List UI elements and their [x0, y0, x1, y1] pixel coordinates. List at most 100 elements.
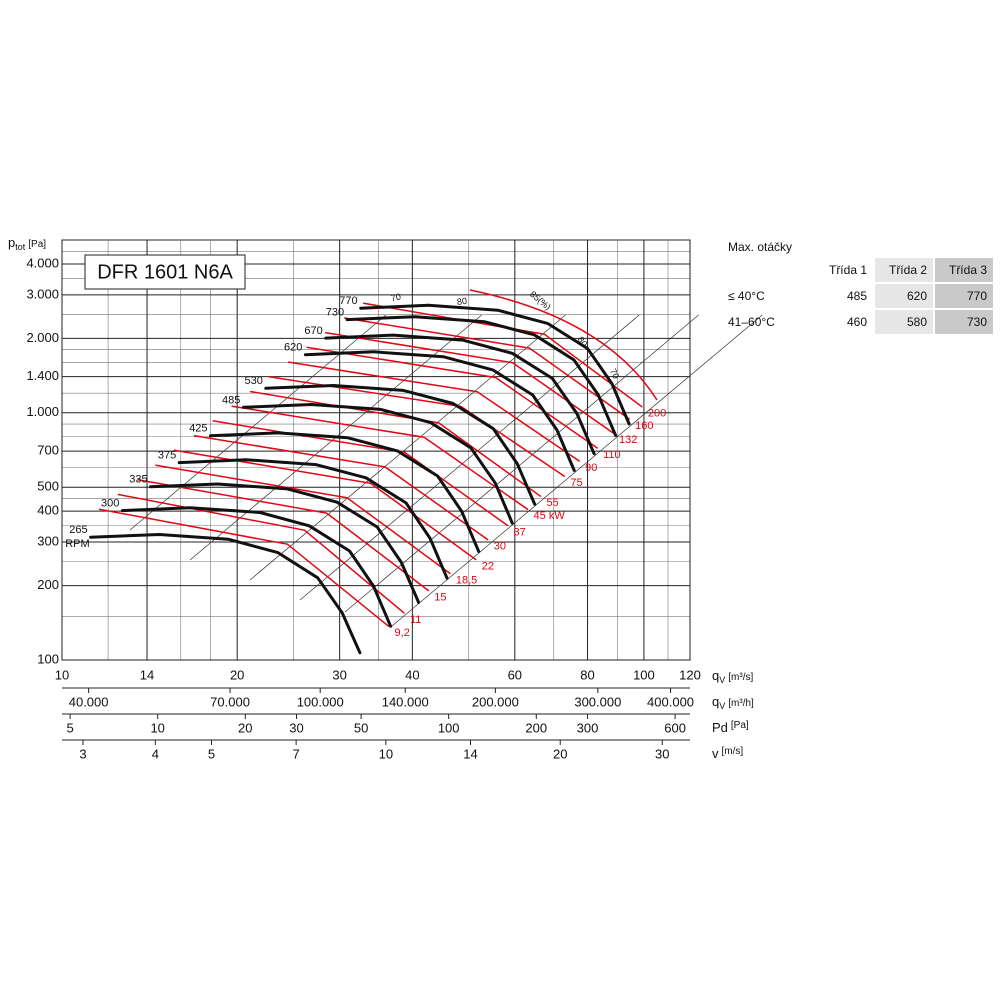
- series-label: 300: [101, 498, 119, 510]
- system-line: [129, 314, 387, 531]
- y-tick-label: 1.400: [26, 368, 59, 383]
- x-tick-label: 100: [633, 667, 655, 682]
- axis-label: Pd [Pa]: [712, 720, 749, 736]
- series-label: 485: [222, 394, 240, 406]
- x-tick-label: 20: [230, 667, 244, 682]
- axis-label-sub: V: [719, 701, 725, 711]
- y-tick-label: 500: [37, 479, 59, 494]
- speed-curve: [345, 315, 618, 437]
- power-label: 18,5: [456, 574, 477, 586]
- axis-label-unit: [m/s]: [722, 746, 744, 757]
- x-tick-label: 400.000: [647, 694, 694, 709]
- x-tick-label: 10: [379, 746, 393, 761]
- max-speed-arc: [469, 289, 658, 401]
- axis-label: qV [m³/h]: [712, 694, 754, 711]
- axis-label: qV [m³/s]: [712, 668, 753, 685]
- series-label: 770: [339, 295, 357, 307]
- axis-label-text: q: [712, 668, 719, 683]
- chart-title: DFR 1601 N6A: [97, 261, 233, 283]
- power-label: 200: [648, 408, 666, 420]
- power-curve: [155, 464, 451, 575]
- table-cell: 485: [846, 289, 867, 303]
- header-cell: Třída 3: [935, 258, 993, 282]
- system-line: [391, 314, 763, 627]
- y-tick-label: 2.000: [26, 330, 59, 345]
- y-tick-label: 200: [37, 577, 59, 592]
- series-label: 425: [189, 423, 207, 435]
- x-tick-label: 300: [577, 720, 599, 735]
- y-tick-label: 300: [37, 533, 59, 548]
- power-label: 160: [635, 420, 653, 432]
- table-cell: 460: [846, 315, 867, 329]
- power-label: 90: [585, 462, 597, 474]
- curves: [89, 302, 763, 655]
- series-label: 530: [244, 375, 262, 387]
- x-tick-label: 600: [664, 720, 686, 735]
- table-cell: 580: [875, 310, 933, 334]
- y-tick-label: 700: [37, 443, 59, 458]
- y-tick-label: 400: [37, 503, 59, 518]
- power-curve: [137, 478, 430, 592]
- x-tick-label: 30: [655, 746, 669, 761]
- speed-curve: [89, 533, 362, 655]
- x-tick-label: 20: [238, 720, 252, 735]
- power-curve: [231, 405, 529, 511]
- header-cell: Třída 1: [828, 263, 867, 277]
- y-tick-label: 4.000: [26, 255, 59, 270]
- axis-label-unit: [m³/h]: [728, 698, 754, 709]
- y-tick-label: 100: [37, 651, 59, 666]
- power-curve: [193, 434, 489, 541]
- power-curve: [117, 493, 405, 614]
- y-tick-label: 1.000: [26, 404, 59, 419]
- power-label: 55: [546, 497, 558, 509]
- power-label: 22: [482, 560, 494, 572]
- header-blank: [728, 258, 813, 282]
- power-label: 75: [570, 477, 582, 489]
- x-tick-label: 10: [150, 720, 164, 735]
- y-tick-label: 3.000: [26, 286, 59, 301]
- table-cell: 770: [935, 284, 993, 308]
- x-tick-label: 20: [553, 746, 567, 761]
- x-tick-label: 100.000: [297, 694, 344, 709]
- x-tick-label: 80: [580, 667, 594, 682]
- x-tick-label: 60: [508, 667, 522, 682]
- axis-label-text: Pd: [712, 720, 728, 735]
- speed-curve: [359, 303, 631, 426]
- series-label: 375: [158, 449, 176, 461]
- row-label: ≤ 40°C: [728, 289, 765, 303]
- table-row: 41–60°C 460 580 730: [728, 310, 993, 334]
- x-tick-label: 120: [679, 667, 701, 682]
- row-label: 41–60°C: [728, 315, 775, 329]
- x-tick-label: 14: [463, 746, 477, 761]
- x-tick-label: 100: [438, 720, 460, 735]
- x-tick-label: 200.000: [472, 694, 519, 709]
- power-label: 15: [434, 591, 446, 603]
- axis-label-text: v: [712, 746, 719, 761]
- power-curve: [287, 361, 580, 462]
- power-label: 45 kW: [534, 510, 566, 522]
- speed-curve: [324, 333, 596, 456]
- power-curve: [98, 508, 390, 627]
- power-curve: [343, 317, 630, 420]
- power-curve: [212, 420, 509, 527]
- axis-label-unit: [m³/s]: [728, 672, 753, 683]
- x-tick-label: 40.000: [69, 694, 109, 709]
- power-label: 11: [410, 614, 421, 626]
- axis-label-sub: tot: [15, 242, 26, 252]
- speed-curve: [303, 350, 576, 472]
- x-tick-label: 5: [66, 720, 73, 735]
- x-tick-label: 30: [289, 720, 303, 735]
- x-tick-label: 50: [354, 720, 368, 735]
- plot-frame: [61, 239, 691, 661]
- speed-curve: [177, 458, 449, 580]
- x-tick-label: 3: [79, 746, 86, 761]
- axis-label-unit: [Pa]: [731, 720, 749, 731]
- efficiency-label: 70: [608, 367, 621, 380]
- series-label: 620: [284, 342, 302, 354]
- power-label: 132: [619, 434, 637, 446]
- x-tick-label: 30: [332, 667, 346, 682]
- power-label: 37: [514, 526, 526, 538]
- table-cell: 620: [875, 284, 933, 308]
- model-box: [84, 254, 246, 290]
